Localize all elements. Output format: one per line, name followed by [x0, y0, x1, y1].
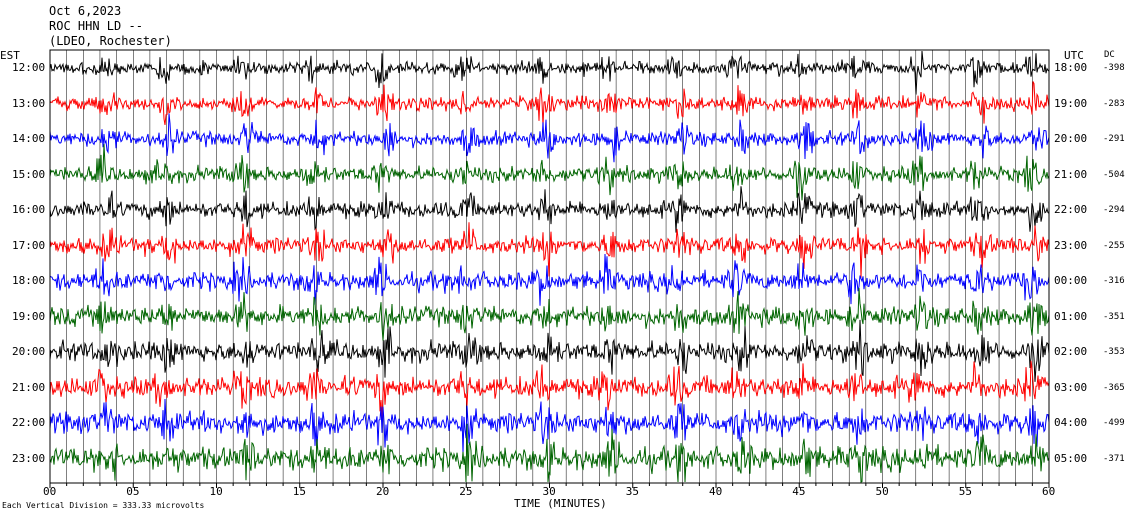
- est-hour-label: 13:00: [12, 96, 46, 110]
- est-hour-label: 22:00: [12, 416, 46, 429]
- x-tick-label: 15: [292, 485, 306, 498]
- trace-1600: [49, 186, 1050, 233]
- utc-hour-label: 02:00: [1054, 345, 1088, 358]
- x-tick-label: 55: [958, 485, 972, 498]
- utc-hour-label: 20:00: [1054, 132, 1088, 145]
- x-tick-label: 45: [792, 485, 806, 498]
- x-tick-label: 20: [376, 485, 390, 498]
- est-hour-label: 12:00: [12, 61, 46, 74]
- network-label: (LDEO, Rochester): [49, 34, 172, 48]
- dc-offset-label: -294: [1103, 205, 1125, 215]
- dc-offset-label: -504: [1103, 169, 1125, 180]
- utc-hour-label: 01:00: [1054, 309, 1088, 323]
- x-tick-label: 05: [126, 485, 140, 498]
- trace-2100: [49, 360, 1050, 420]
- x-tick-label: 40: [709, 485, 723, 498]
- est-hour-label: 21:00: [12, 380, 46, 394]
- trace-1400: [49, 113, 1050, 163]
- x-tick-label: 25: [459, 485, 473, 498]
- x-tick-label: 30: [542, 485, 556, 498]
- utc-hour-label: 23:00: [1054, 238, 1088, 252]
- trace-1800: [49, 253, 1050, 306]
- dc-offset-label: -499: [1103, 418, 1125, 428]
- x-tick-label: 60: [1042, 485, 1056, 498]
- utc-hour-label: 04:00: [1054, 416, 1088, 429]
- utc-axis-label: UTC: [1064, 49, 1084, 62]
- dc-offset-label: -316: [1103, 276, 1125, 286]
- utc-hour-label: 18:00: [1054, 61, 1088, 74]
- dc-axis-label: DC: [1104, 50, 1115, 60]
- est-hour-label: 19:00: [12, 309, 46, 323]
- trace-1200: [49, 50, 1050, 95]
- minute-gridlines: [66, 50, 1033, 483]
- x-tick-label: 00: [43, 485, 57, 498]
- est-hour-label: 16:00: [12, 203, 46, 216]
- trace-1500: [49, 144, 1050, 201]
- x-axis-ticks: [49, 483, 1050, 488]
- x-tick-label: 50: [875, 485, 889, 498]
- dc-offset-label: -291: [1103, 134, 1125, 144]
- utc-hour-label: 19:00: [1054, 96, 1088, 110]
- seismic-traces: [49, 50, 1050, 483]
- trace-1700: [49, 222, 1050, 278]
- utc-hour-label: 22:00: [1054, 203, 1088, 216]
- trace-2000: [49, 319, 1050, 382]
- trace-1900: [49, 287, 1050, 341]
- dc-offset-label: -351: [1103, 311, 1125, 322]
- dc-offset-label: -255: [1103, 240, 1125, 251]
- trace-2200: [49, 398, 1050, 454]
- dc-offset-label: -353: [1103, 347, 1125, 357]
- trace-2300: [49, 423, 1050, 483]
- station-label: ROC HHN LD --: [49, 19, 143, 33]
- x-axis-title: TIME (MINUTES): [514, 497, 607, 510]
- utc-hour-label: 00:00: [1054, 274, 1088, 287]
- est-hour-label: 18:00: [12, 274, 46, 287]
- x-tick-label: 35: [625, 485, 639, 498]
- trace-1300: [49, 81, 1050, 126]
- est-hour-label: 20:00: [12, 345, 46, 358]
- est-hour-label: 17:00: [12, 238, 46, 252]
- date-label: Oct 6,2023: [49, 4, 122, 18]
- x-tick-label: 10: [209, 485, 223, 498]
- utc-hour-label: 05:00: [1054, 451, 1088, 465]
- dc-offset-label: -283: [1103, 98, 1125, 109]
- dc-offset-label: -398: [1103, 63, 1125, 73]
- est-hour-label: 14:00: [12, 132, 46, 145]
- est-hour-label: 15:00: [12, 167, 46, 181]
- dc-offset-label: -371: [1103, 453, 1125, 464]
- utc-hour-label: 03:00: [1054, 380, 1088, 394]
- scale-note: Each Vertical Division = 333.33 microvol…: [2, 501, 205, 510]
- dc-offset-label: -365: [1103, 382, 1125, 393]
- est-hour-label: 23:00: [12, 451, 46, 465]
- est-axis-label: EST: [0, 49, 20, 62]
- utc-hour-label: 21:00: [1054, 167, 1088, 181]
